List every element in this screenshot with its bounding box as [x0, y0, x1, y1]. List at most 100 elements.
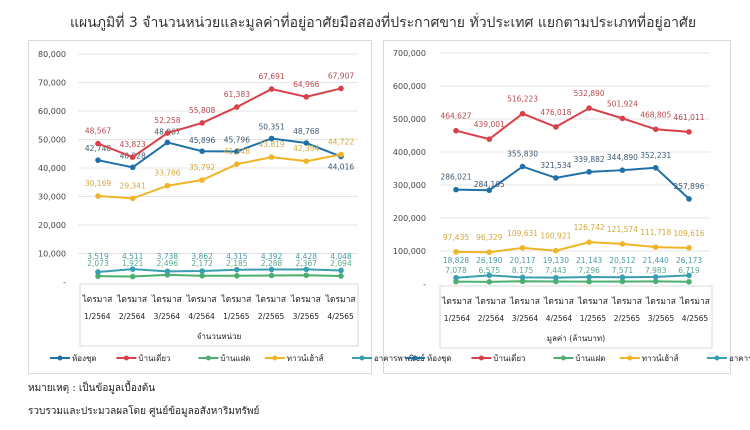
data-label-condo: 284,105	[474, 180, 505, 189]
data-label-commercial: 21,440	[643, 256, 669, 265]
series-line-condo	[97, 137, 342, 169]
data-label-detached: 439,001	[474, 120, 505, 129]
legend-marker-commercial	[714, 355, 720, 361]
data-label-detached: 67,691	[258, 72, 284, 81]
data-point-detached	[453, 127, 459, 134]
data-label-detached: 43,823	[120, 140, 146, 149]
value-chart-panel	[383, 40, 731, 374]
series-line-commercial	[455, 274, 690, 279]
data-label-condo: 44,016	[328, 163, 354, 172]
data-point-twin	[586, 278, 592, 285]
data-label-twin: 6,719	[678, 266, 700, 275]
legend-marker-condo	[57, 355, 63, 361]
x-tick-label: 2/2564	[478, 314, 505, 323]
data-label-twin: 7,571	[612, 266, 634, 275]
data-point-townhouse	[129, 195, 136, 202]
y-tick-label: -	[63, 278, 66, 287]
data-label-detached: 61,383	[224, 90, 250, 99]
data-label-townhouse: 29,341	[120, 181, 146, 190]
series-line-townhouse	[97, 153, 342, 200]
data-point-twin	[519, 278, 526, 285]
data-label-condo: 42,748	[85, 144, 111, 153]
data-point-commercial	[199, 268, 205, 274]
data-point-commercial	[129, 266, 136, 272]
legend-label-detached: บ้านเดี่ยว	[493, 352, 525, 363]
data-label-commercial: 4,511	[122, 252, 144, 261]
data-point-condo	[303, 140, 310, 146]
x-tick-label: 1/2565	[223, 312, 250, 321]
data-point-detached	[486, 136, 493, 142]
data-point-townhouse	[303, 158, 310, 164]
data-point-detached	[95, 140, 101, 147]
data-point-detached	[652, 126, 659, 133]
series-line-condo	[455, 165, 690, 200]
data-label-townhouse: 126,742	[574, 223, 605, 232]
x-tick-label-top: ไตรมาส	[220, 294, 252, 305]
data-point-commercial	[586, 274, 592, 280]
data-point-condo	[129, 164, 136, 171]
data-label-condo: 344,890	[607, 153, 638, 162]
data-point-twin	[553, 278, 559, 285]
legend-label-townhouse: ทาวน์เฮ้าส์	[642, 353, 679, 363]
data-label-condo: 286,021	[440, 173, 471, 182]
x-tick-label-top: ไตรมาส	[325, 294, 357, 305]
data-label-townhouse: 100,921	[540, 232, 571, 241]
legend-label-commercial: อาคารพาณิชย์	[374, 353, 425, 363]
data-point-commercial	[95, 269, 101, 275]
data-label-commercial: 3,862	[191, 252, 213, 261]
legend-label-commercial: อาคารพาณิชย์	[729, 353, 750, 363]
data-label-twin: 7,443	[545, 266, 567, 275]
data-label-twin: 2,367	[296, 259, 318, 268]
data-point-commercial	[303, 266, 310, 273]
data-label-townhouse: 30,169	[85, 179, 111, 188]
data-label-commercial: 4,315	[226, 252, 248, 261]
data-point-commercial	[268, 266, 275, 273]
data-label-twin: 2,172	[191, 259, 213, 268]
legend-label-detached: บ้านเดี่ยว	[138, 352, 170, 363]
series-line-commercial	[97, 268, 342, 273]
data-label-condo: 45,896	[189, 136, 215, 145]
legend-marker-townhouse	[627, 355, 633, 361]
data-label-townhouse: 42,394	[293, 144, 319, 153]
data-point-townhouse	[586, 239, 592, 245]
data-label-detached: 532,890	[574, 89, 605, 98]
x-tick-label: 1/2565	[580, 314, 607, 323]
y-tick-label: 10,000	[38, 250, 66, 259]
x-tick-label: 3/2565	[648, 314, 675, 323]
source-note: รวบรวมและประมวลผลโดย ศูนย์ข้อมูลอสังหาริ…	[28, 406, 260, 417]
data-point-townhouse	[553, 247, 559, 254]
data-label-twin: 7,078	[445, 266, 467, 275]
y-tick-label: 70,000	[38, 79, 66, 88]
x-tick-label-top: ไตรมาส	[151, 294, 183, 305]
x-tick-label: 2/2565	[258, 312, 285, 321]
data-label-condo: 45,796	[224, 135, 250, 144]
data-point-condo	[453, 186, 459, 193]
y-tick-label: 300,000	[393, 181, 426, 190]
legend-label-townhouse: ทาวน์เฮ้าส์	[287, 353, 324, 363]
x-tick-label: 2/2565	[614, 314, 641, 323]
series-line-townhouse	[455, 241, 690, 254]
data-label-twin: 6,575	[479, 266, 501, 275]
data-point-twin	[95, 273, 101, 279]
data-label-commercial: 4,392	[261, 252, 283, 261]
data-label-twin: 2,094	[330, 259, 352, 268]
data-label-townhouse: 35,792	[189, 163, 215, 172]
data-label-condo: 50,351	[258, 122, 284, 131]
y-tick-label: 500,000	[393, 115, 426, 124]
data-label-twin: 2,073	[87, 259, 109, 268]
data-label-detached: 476,018	[540, 108, 571, 117]
x-tick-label-top: ไตรมาส	[679, 296, 711, 307]
data-point-twin	[268, 272, 275, 279]
data-point-condo	[234, 148, 240, 155]
data-point-commercial	[338, 267, 344, 274]
data-point-condo	[164, 139, 171, 146]
data-label-twin: 1,921	[122, 259, 144, 268]
data-label-townhouse: 97,435	[443, 233, 469, 242]
data-label-detached: 67,907	[328, 71, 354, 80]
legend-label-twin: บ้านแฝด	[575, 354, 605, 363]
y-tick-label: 700,000	[393, 49, 426, 58]
data-label-condo: 321,534	[540, 161, 571, 170]
x-axis-title: มูลค่า (ล้านบาท)	[547, 334, 606, 344]
data-point-twin	[338, 273, 344, 279]
x-tick-label-top: ไตรมาส	[186, 294, 218, 305]
